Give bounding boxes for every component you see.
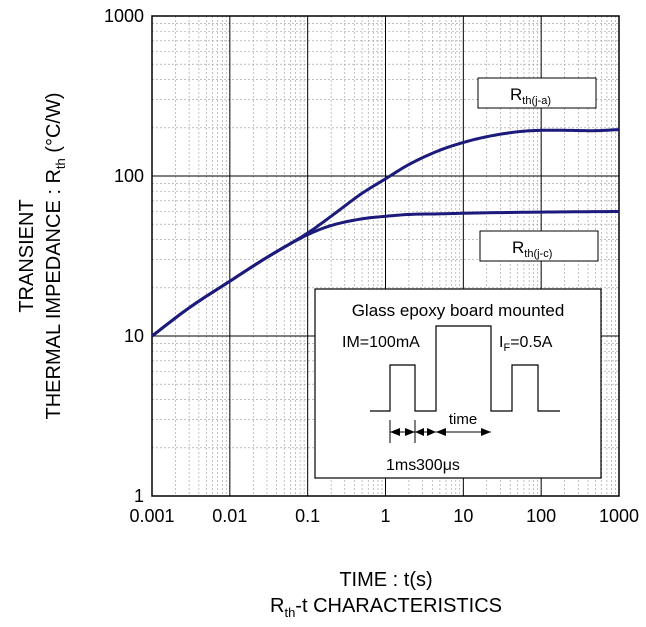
legend-label-rth-jc: Rth(j-c) <box>479 230 599 262</box>
inset-box: Glass epoxy board mounted IM=100mA IF=0.… <box>314 288 602 479</box>
y-tick-labels: 1 10 100 1000 <box>104 6 144 506</box>
inset-title: Glass epoxy board mounted <box>352 301 565 320</box>
x-tick-label: 1 <box>380 506 390 526</box>
plot-frame <box>151 15 620 497</box>
series-lines <box>151 128 620 338</box>
pulse-waveform <box>370 325 560 412</box>
x-axis-label: TIME : t(s) <box>339 569 432 591</box>
inset-300us-label: 300μs <box>416 457 460 474</box>
x-tick-label: 100 <box>526 506 556 526</box>
y-tick-label: 1 <box>134 486 144 506</box>
svg-text:Rth(j-a): Rth(j-a) <box>510 85 551 107</box>
svg-text:Rth(j-c): Rth(j-c) <box>512 238 552 260</box>
x-tick-labels: 0.001 0.01 0.1 1 10 100 1000 <box>129 506 639 526</box>
y-axis-label-line1: TRANSIENT <box>16 199 38 312</box>
y-tick-label: 1000 <box>104 6 144 26</box>
inset-1ms-label: 1ms <box>386 457 416 474</box>
series-line-th(j-c) <box>151 210 620 338</box>
x-tick-label: 0.1 <box>295 506 320 526</box>
y-tick-label: 10 <box>124 326 144 346</box>
legend-label-rth-ja: Rth(j-a) <box>477 77 597 109</box>
inset-if-label: IF=0.5A <box>499 334 553 354</box>
x-tick-label: 0.01 <box>212 506 247 526</box>
x-tick-label: 0.001 <box>129 506 174 526</box>
y-tick-label: 100 <box>114 166 144 186</box>
inset-time-label: time <box>449 411 477 428</box>
chart-caption: Rth-t CHARACTERISTICS <box>270 595 502 620</box>
x-tick-label: 1000 <box>599 506 639 526</box>
y-axis-label-line2: THERMAL IMPEDANCE : Rth (°C/W) <box>43 92 68 419</box>
x-tick-label: 10 <box>453 506 473 526</box>
inset-im-label: IM=100mA <box>342 334 420 351</box>
